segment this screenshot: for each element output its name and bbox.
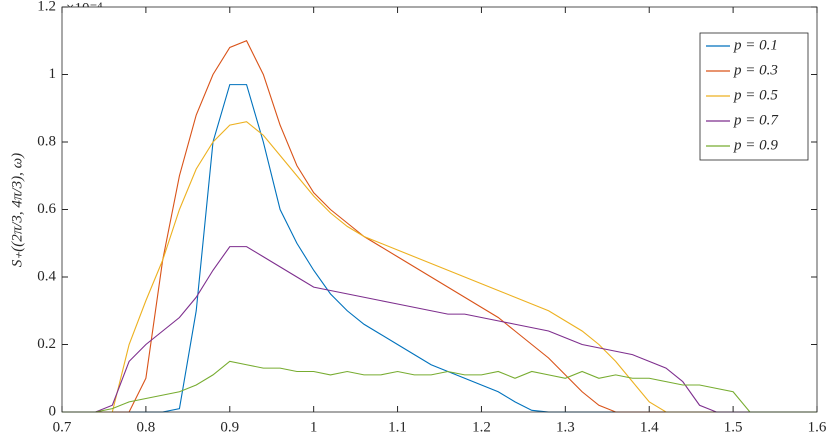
series-line [62, 360, 817, 413]
legend-label: p = 0.5 [733, 87, 778, 103]
x-tick-label: 0.9 [220, 419, 239, 435]
y-tick-label: 0.2 [37, 336, 56, 352]
y-tick-label: 0.4 [37, 268, 56, 284]
x-tick-label: 0.7 [53, 419, 72, 435]
x-tick-label: 1.2 [472, 419, 491, 435]
x-tick-label: 1.1 [388, 419, 407, 435]
y-axis-label: S₊((2π/3, 4π/3), ω) [9, 153, 25, 267]
y-tick-label: 0.8 [37, 133, 56, 149]
y-tick-label: 1.2 [37, 0, 56, 14]
plot-frame [61, 6, 818, 413]
x-tick-label: 0.8 [137, 419, 156, 435]
y-tick-label: 0.6 [37, 201, 56, 217]
x-tick-label: 1 [310, 419, 318, 435]
legend-label: p = 0.1 [733, 37, 778, 53]
x-tick-label: 1.4 [640, 419, 659, 435]
legend-label: p = 0.7 [733, 112, 779, 128]
y-tick-label: 0 [49, 403, 57, 419]
legend-label: p = 0.9 [733, 137, 778, 153]
legend: p = 0.1 p = 0.3 p = 0.5 p = 0.7 p = 0.9 [699, 32, 809, 161]
legend-label: p = 0.3 [733, 62, 778, 78]
plot-area [62, 7, 817, 412]
series-line [62, 246, 817, 413]
x-tick-label: 1.3 [556, 419, 575, 435]
x-tick-label: 1.5 [724, 419, 743, 435]
x-tick-label: 1.6 [808, 419, 827, 435]
y-tick-label: 1 [49, 66, 57, 82]
